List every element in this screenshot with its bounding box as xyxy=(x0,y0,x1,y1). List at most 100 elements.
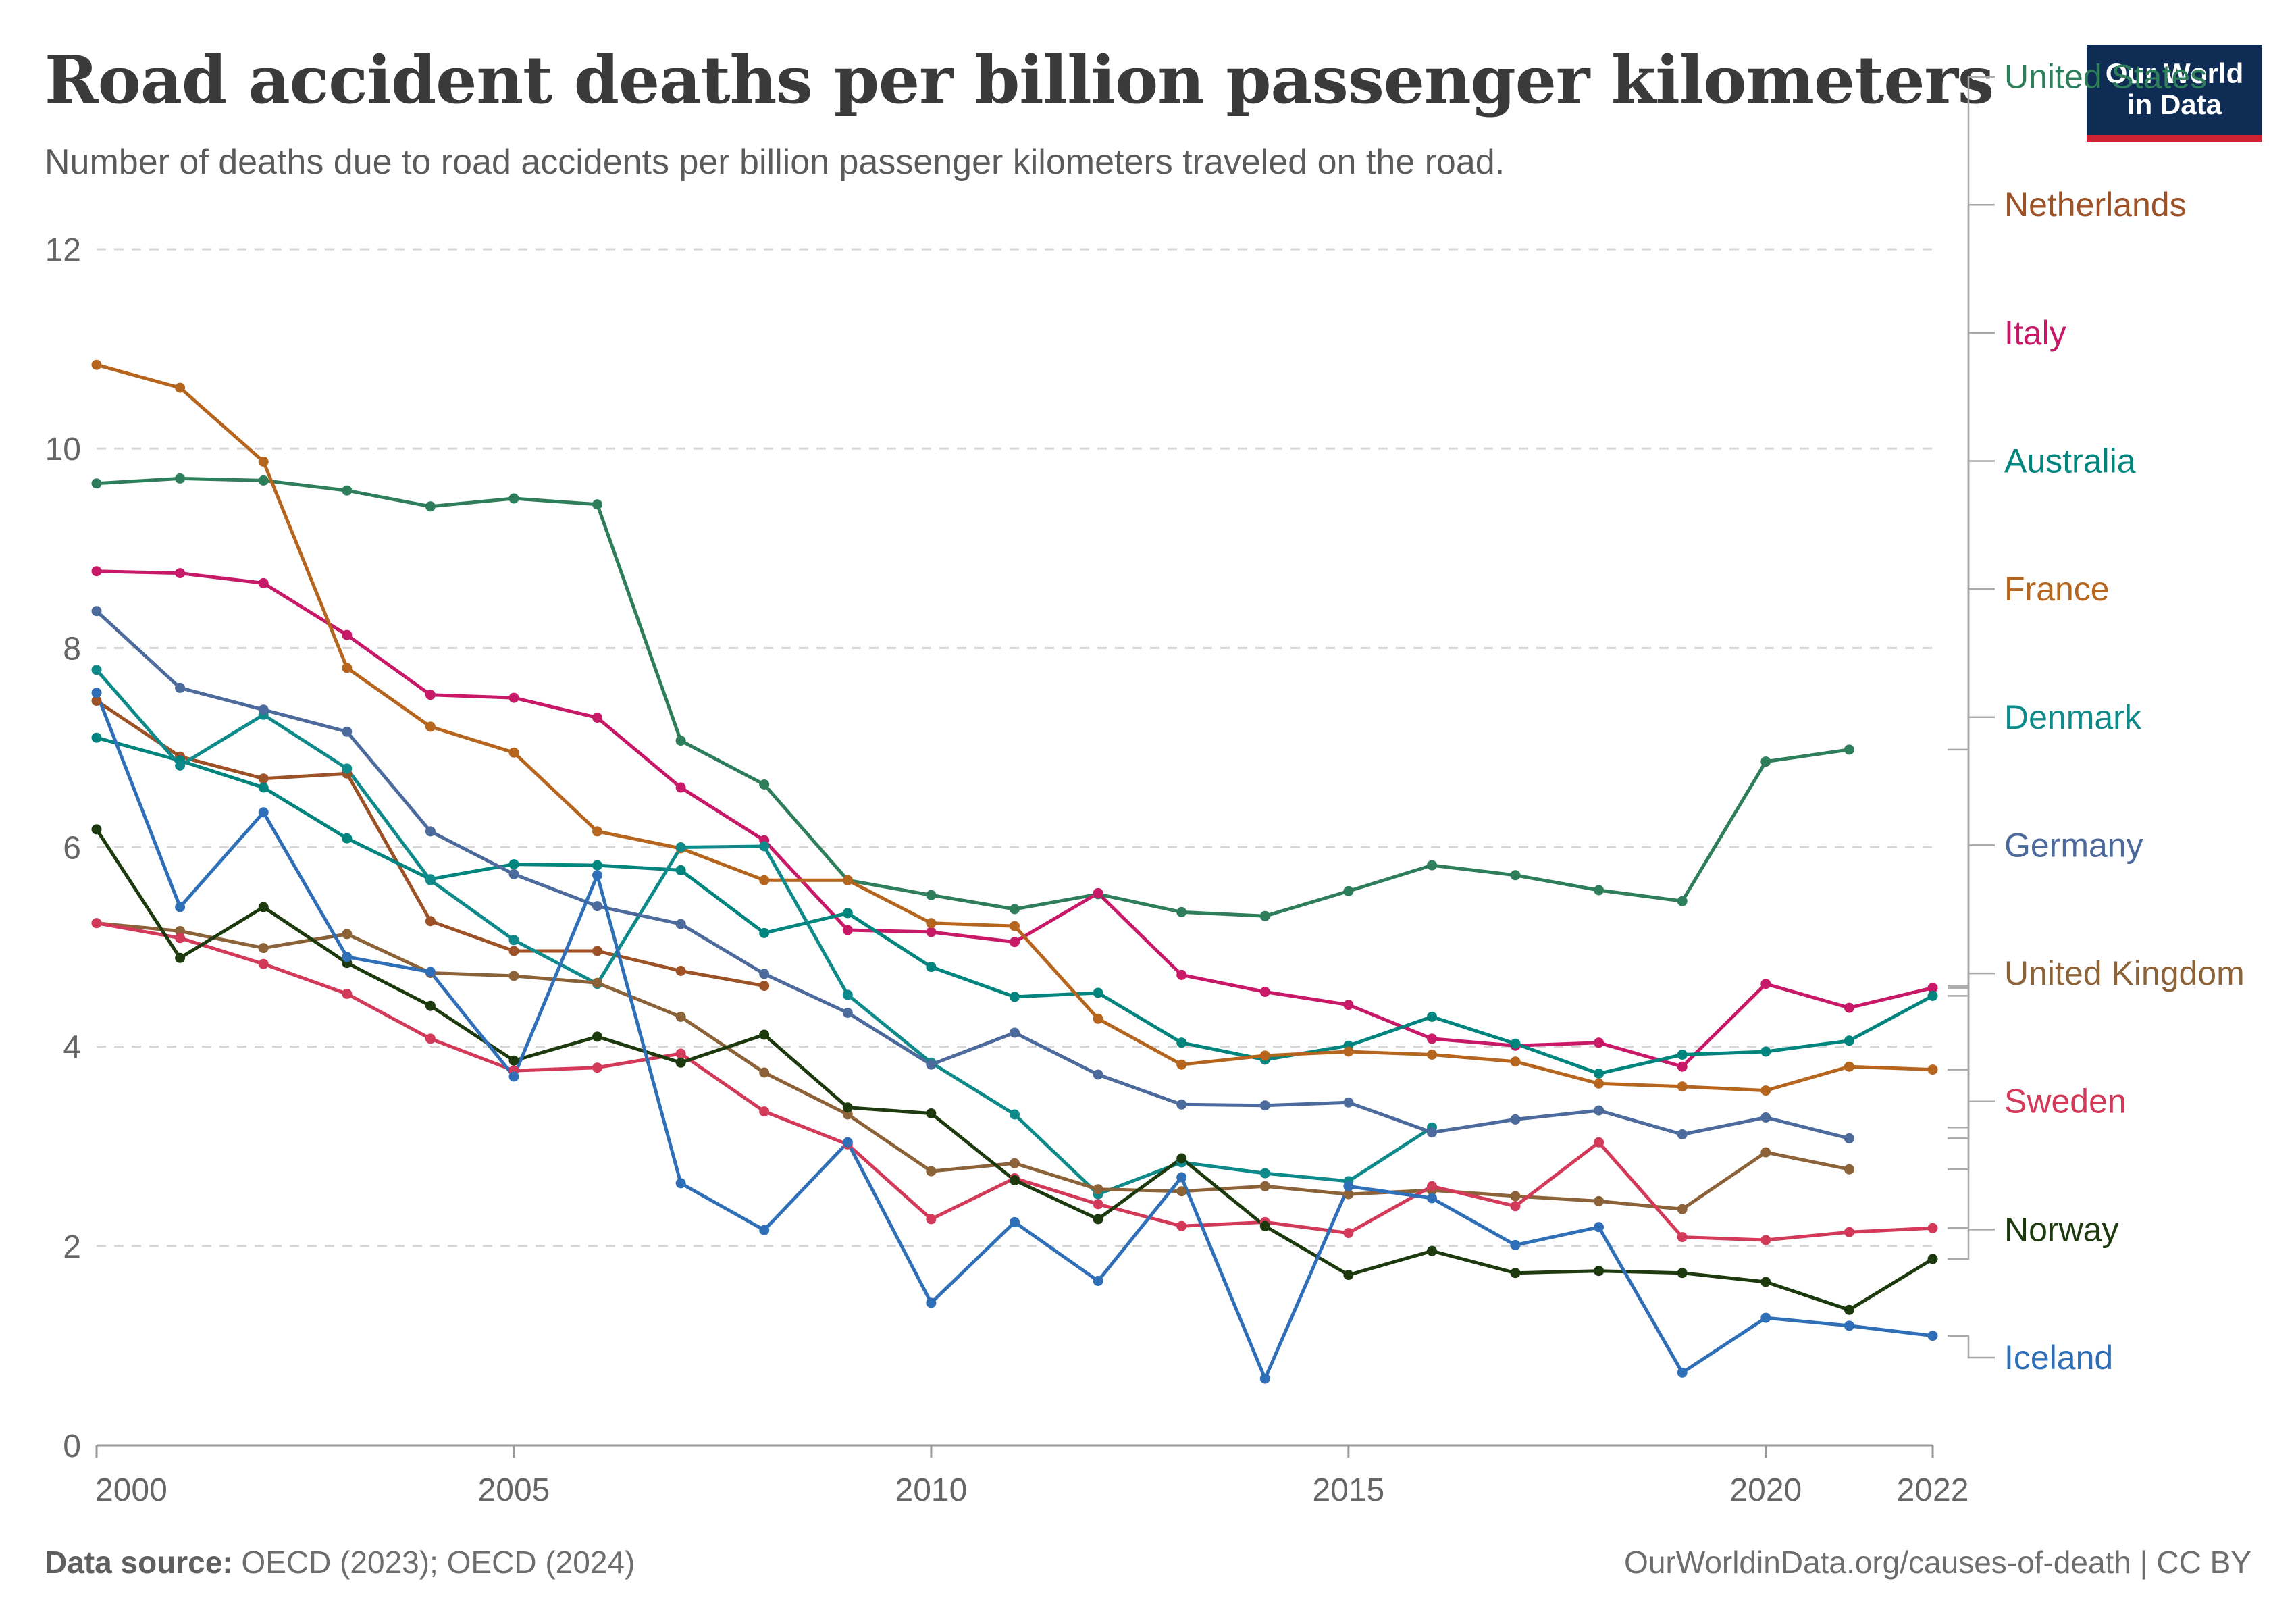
data-point-italy[interactable] xyxy=(91,566,102,577)
data-point-france[interactable] xyxy=(1927,1064,1938,1075)
data-point-france[interactable] xyxy=(1176,1059,1187,1070)
data-point-australia[interactable] xyxy=(1927,990,1938,1001)
data-point-denmark[interactable] xyxy=(425,875,436,885)
data-point-australia[interactable] xyxy=(1677,1050,1688,1060)
data-point-germany[interactable] xyxy=(1343,1097,1354,1108)
data-point-united-kingdom[interactable] xyxy=(842,1109,853,1120)
data-point-australia[interactable] xyxy=(592,860,602,871)
data-point-united-states[interactable] xyxy=(425,501,436,512)
series-label-norway[interactable]: Norway xyxy=(2004,1210,2118,1248)
data-point-italy[interactable] xyxy=(675,782,686,793)
data-point-germany[interactable] xyxy=(425,826,436,837)
data-point-norway[interactable] xyxy=(1427,1245,1437,1256)
data-point-italy[interactable] xyxy=(926,927,937,937)
data-point-sweden[interactable] xyxy=(926,1214,937,1225)
data-point-sweden[interactable] xyxy=(91,918,102,929)
data-point-germany[interactable] xyxy=(258,704,269,715)
data-point-iceland[interactable] xyxy=(342,952,353,962)
data-point-iceland[interactable] xyxy=(1760,1312,1771,1323)
data-point-sweden[interactable] xyxy=(1343,1228,1354,1239)
series-line-france[interactable] xyxy=(95,363,1935,1093)
data-point-iceland[interactable] xyxy=(675,1178,686,1189)
data-point-netherlands[interactable] xyxy=(759,981,770,992)
data-point-norway[interactable] xyxy=(1259,1220,1270,1231)
data-point-denmark[interactable] xyxy=(508,935,519,946)
data-point-denmark[interactable] xyxy=(842,989,853,1000)
data-point-france[interactable] xyxy=(1010,921,1020,931)
data-point-france[interactable] xyxy=(1259,1050,1270,1061)
data-point-iceland[interactable] xyxy=(1510,1239,1521,1250)
data-point-italy[interactable] xyxy=(175,568,186,579)
series-line-norway[interactable] xyxy=(95,827,1935,1312)
owid-logo[interactable]: Our World in Data xyxy=(2087,45,2262,142)
data-point-france[interactable] xyxy=(926,918,937,929)
data-point-germany[interactable] xyxy=(842,1008,853,1018)
data-point-germany[interactable] xyxy=(675,919,686,929)
data-point-australia[interactable] xyxy=(1427,1011,1437,1022)
data-point-sweden[interactable] xyxy=(592,1062,602,1073)
data-point-italy[interactable] xyxy=(1927,983,1938,994)
series-label-sweden[interactable]: Sweden xyxy=(2004,1083,2127,1121)
series-label-denmark[interactable]: Denmark xyxy=(2004,698,2142,736)
data-point-united-kingdom[interactable] xyxy=(1010,1158,1020,1168)
data-point-australia[interactable] xyxy=(759,927,770,938)
data-point-italy[interactable] xyxy=(1427,1033,1437,1044)
data-point-united-states[interactable] xyxy=(926,890,937,900)
data-point-australia[interactable] xyxy=(1176,1037,1187,1048)
data-point-united-kingdom[interactable] xyxy=(342,929,353,940)
data-point-norway[interactable] xyxy=(1176,1153,1187,1164)
data-point-sweden[interactable] xyxy=(425,1033,436,1044)
data-point-norway[interactable] xyxy=(759,1029,770,1040)
data-point-sweden[interactable] xyxy=(1844,1227,1854,1237)
data-point-italy[interactable] xyxy=(1677,1061,1688,1072)
data-point-iceland[interactable] xyxy=(759,1225,770,1235)
data-point-sweden[interactable] xyxy=(1093,1199,1103,1210)
data-point-germany[interactable] xyxy=(1760,1112,1771,1123)
data-point-denmark[interactable] xyxy=(1010,1109,1020,1120)
data-point-sweden[interactable] xyxy=(1176,1220,1187,1231)
data-point-iceland[interactable] xyxy=(926,1297,937,1308)
data-point-iceland[interactable] xyxy=(1343,1181,1354,1191)
data-point-united-states[interactable] xyxy=(592,499,602,510)
data-point-sweden[interactable] xyxy=(1510,1201,1521,1212)
data-point-united-states[interactable] xyxy=(91,478,102,489)
data-point-united-states[interactable] xyxy=(1010,904,1020,915)
data-point-united-kingdom[interactable] xyxy=(675,1011,686,1022)
data-point-united-states[interactable] xyxy=(342,485,353,496)
data-point-italy[interactable] xyxy=(842,925,853,935)
data-point-sweden[interactable] xyxy=(675,1048,686,1059)
data-point-germany[interactable] xyxy=(1844,1133,1854,1143)
data-point-italy[interactable] xyxy=(1259,987,1270,997)
data-point-netherlands[interactable] xyxy=(592,946,602,956)
data-point-netherlands[interactable] xyxy=(91,696,102,706)
data-point-norway[interactable] xyxy=(926,1108,937,1118)
data-point-australia[interactable] xyxy=(1510,1038,1521,1049)
data-point-united-kingdom[interactable] xyxy=(258,943,269,954)
data-point-norway[interactable] xyxy=(1844,1304,1854,1315)
data-point-united-kingdom[interactable] xyxy=(1093,1184,1103,1195)
data-point-germany[interactable] xyxy=(1259,1100,1270,1111)
data-point-italy[interactable] xyxy=(1760,979,1771,989)
data-point-norway[interactable] xyxy=(1093,1214,1103,1225)
data-point-iceland[interactable] xyxy=(1427,1193,1437,1204)
data-point-france[interactable] xyxy=(592,826,602,837)
data-point-italy[interactable] xyxy=(1093,887,1103,898)
data-point-iceland[interactable] xyxy=(425,967,436,977)
data-point-united-kingdom[interactable] xyxy=(926,1166,937,1177)
data-point-germany[interactable] xyxy=(1594,1105,1604,1116)
data-point-norway[interactable] xyxy=(258,902,269,912)
data-point-united-kingdom[interactable] xyxy=(1510,1191,1521,1202)
data-point-germany[interactable] xyxy=(1093,1069,1103,1080)
data-point-united-states[interactable] xyxy=(1427,860,1437,871)
data-point-united-kingdom[interactable] xyxy=(759,1067,770,1078)
data-point-iceland[interactable] xyxy=(1844,1320,1854,1331)
data-point-united-kingdom[interactable] xyxy=(1594,1195,1604,1206)
data-point-united-states[interactable] xyxy=(1343,885,1354,896)
series-line-united-kingdom[interactable] xyxy=(95,921,1851,1211)
data-point-united-states[interactable] xyxy=(258,475,269,486)
data-point-united-states[interactable] xyxy=(1510,870,1521,881)
data-point-iceland[interactable] xyxy=(1594,1222,1604,1233)
data-point-australia[interactable] xyxy=(1010,992,1020,1002)
data-point-united-states[interactable] xyxy=(1760,756,1771,767)
data-point-italy[interactable] xyxy=(592,713,602,723)
